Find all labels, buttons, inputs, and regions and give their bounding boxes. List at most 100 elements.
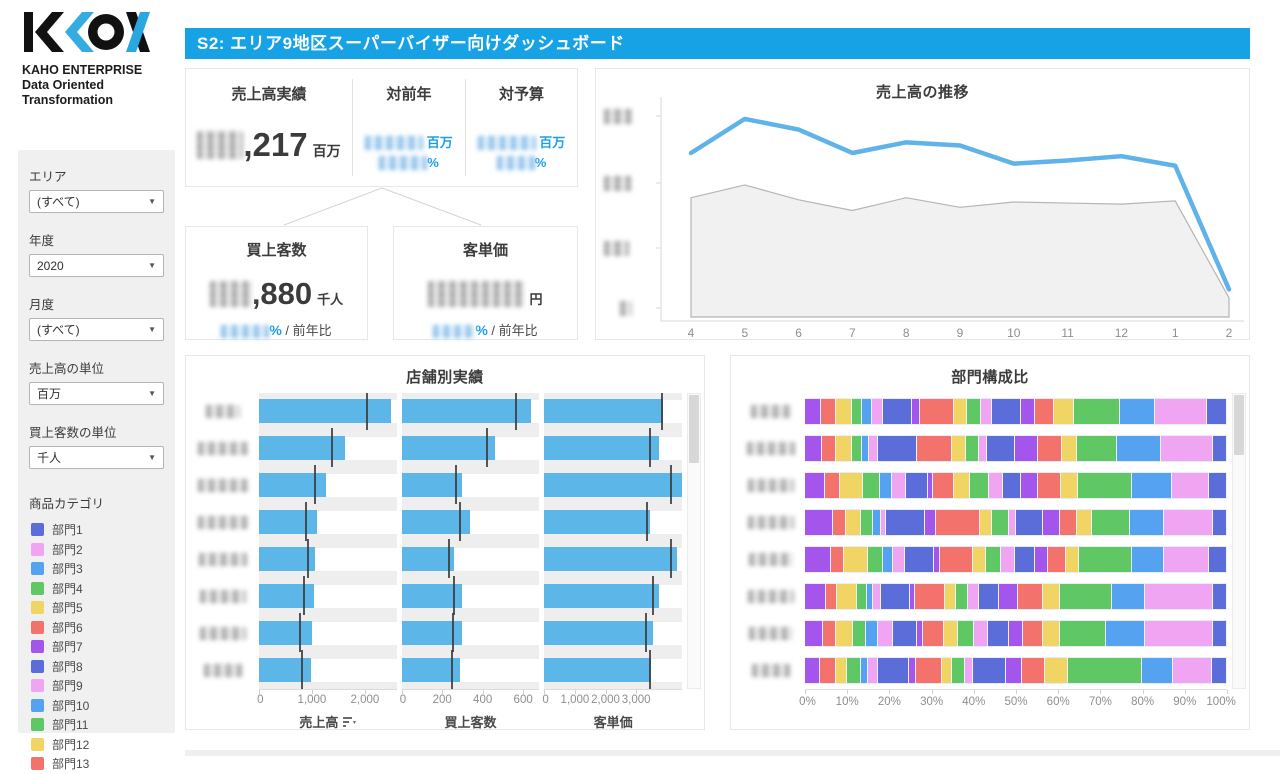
dept-segment-salmon[interactable]	[826, 583, 837, 610]
legend-item-dept4[interactable]: 部門4	[29, 579, 164, 599]
legend-item-dept6[interactable]: 部門6	[29, 618, 164, 638]
dept-segment-lightblue[interactable]	[880, 472, 892, 499]
dept-segment-purple[interactable]	[928, 472, 934, 499]
dept-segment-purple[interactable]	[1005, 657, 1022, 684]
dept-segment-purple[interactable]	[909, 657, 917, 684]
dept-segment-yellow[interactable]	[844, 546, 869, 573]
dept-segment-purple[interactable]	[1021, 398, 1035, 425]
dept-segment-green[interactable]	[846, 657, 861, 684]
store-scrollbar-thumb[interactable]	[689, 395, 699, 463]
dept-scrollbar-thumb[interactable]	[1234, 395, 1244, 455]
measure-bar[interactable]	[259, 547, 316, 571]
measure-bar[interactable]	[544, 621, 654, 645]
dept-segment-lightblue[interactable]	[1130, 509, 1164, 536]
dept-segment-yellow[interactable]	[1043, 620, 1060, 647]
dept-segment-pink[interactable]	[968, 583, 980, 610]
dept-segment-green[interactable]	[967, 398, 981, 425]
measure-bar[interactable]	[259, 621, 313, 645]
legend-item-dept7[interactable]: 部門7	[29, 637, 164, 657]
measure-bar[interactable]	[401, 473, 463, 497]
dept-segment-pink[interactable]	[881, 509, 886, 536]
legend-item-dept5[interactable]: 部門5	[29, 598, 164, 618]
filter-year-select[interactable]: 2020 ▼	[29, 254, 164, 277]
legend-item-dept8[interactable]: 部門8	[29, 657, 164, 677]
dept-segment-indigo[interactable]	[905, 546, 935, 573]
dept-segment-pink[interactable]	[964, 657, 974, 684]
dept-segment-pink[interactable]	[1164, 509, 1213, 536]
legend-item-dept11[interactable]: 部門11	[29, 715, 164, 735]
dept-segment-purple[interactable]	[934, 546, 941, 573]
legend-item-dept9[interactable]: 部門9	[29, 676, 164, 696]
dept-segment-green[interactable]	[992, 509, 1009, 536]
legend-item-dept2[interactable]: 部門2	[29, 540, 164, 560]
dept-segment-lightblue[interactable]	[866, 583, 873, 610]
dept-segment-indigo[interactable]	[1209, 472, 1227, 499]
dept-segment-purple[interactable]	[917, 620, 924, 647]
dept-segment-yellow[interactable]	[980, 509, 992, 536]
measure-bar[interactable]	[401, 584, 463, 608]
dept-segment-salmon[interactable]	[1023, 620, 1044, 647]
legend-item-dept12[interactable]: 部門12	[29, 735, 164, 755]
dept-chart-scrollbar[interactable]	[1232, 393, 1246, 689]
dept-segment-indigo[interactable]	[1213, 435, 1227, 462]
dept-segment-pink[interactable]	[1009, 509, 1016, 536]
dept-segment-salmon[interactable]	[1047, 546, 1066, 573]
dept-segment-indigo[interactable]	[1212, 620, 1227, 647]
dept-segment-salmon[interactable]	[1018, 583, 1043, 610]
dept-segment-pink[interactable]	[980, 398, 992, 425]
measure-bar[interactable]	[544, 510, 650, 534]
dept-segment-salmon[interactable]	[820, 398, 836, 425]
measure-bar[interactable]	[259, 658, 311, 682]
dept-segment-lightblue[interactable]	[1142, 657, 1174, 684]
dept-segment-purple[interactable]	[912, 398, 920, 425]
dept-segment-indigo[interactable]	[1213, 583, 1227, 610]
dept-segment-green[interactable]	[857, 583, 867, 610]
dept-segment-pink[interactable]	[1161, 435, 1214, 462]
sales-trend-plot[interactable]: 4 5 6 7 8 9 10 11 12 1 2	[596, 69, 1249, 339]
dept-segment-green[interactable]	[1059, 583, 1113, 610]
dept-segment-green[interactable]	[957, 620, 975, 647]
dept-segment-indigo[interactable]	[881, 583, 911, 610]
store-chart-scrollbar[interactable]	[687, 393, 701, 689]
dept-segment-green[interactable]	[868, 546, 884, 573]
dept-segment-salmon[interactable]	[1037, 472, 1062, 499]
dept-segment-salmon[interactable]	[940, 546, 974, 573]
measure-bar[interactable]	[401, 399, 532, 423]
dept-segment-salmon[interactable]	[833, 509, 846, 536]
dept-segment-green[interactable]	[1073, 398, 1121, 425]
dept-segment-indigo[interactable]	[1212, 657, 1227, 684]
measure-bar[interactable]	[259, 584, 315, 608]
dept-segment-purple[interactable]	[805, 620, 824, 647]
dept-segment-purple[interactable]	[1020, 472, 1038, 499]
dept-segment-lightblue[interactable]	[1131, 546, 1164, 573]
dept-segment-purple[interactable]	[999, 583, 1019, 610]
legend-item-dept13[interactable]: 部門13	[29, 754, 164, 774]
dept-segment-pink[interactable]	[893, 546, 906, 573]
dept-segment-pink[interactable]	[1155, 398, 1207, 425]
dept-segment-indigo[interactable]	[988, 620, 1009, 647]
measure-bar[interactable]	[401, 436, 495, 460]
filter-sales-unit-select[interactable]: 百万 ▼	[29, 382, 164, 405]
dept-segment-indigo[interactable]	[892, 620, 918, 647]
dept-segment-indigo[interactable]	[877, 657, 910, 684]
dept-segment-green[interactable]	[951, 657, 965, 684]
dept-segment-lightblue[interactable]	[1120, 398, 1156, 425]
dept-segment-yellow[interactable]	[1045, 657, 1068, 684]
dept-segment-purple[interactable]	[805, 472, 825, 499]
dept-segment-green[interactable]	[1078, 546, 1132, 573]
dept-segment-yellow[interactable]	[1054, 398, 1074, 425]
dept-segment-indigo[interactable]	[991, 398, 1022, 425]
filter-customers-unit-select[interactable]: 千人 ▼	[29, 446, 164, 469]
dept-segment-lightblue[interactable]	[873, 509, 881, 536]
dept-segment-green[interactable]	[970, 472, 989, 499]
dept-segment-lightblue[interactable]	[1132, 472, 1173, 499]
measure-bar[interactable]	[259, 510, 318, 534]
dept-segment-purple[interactable]	[805, 583, 827, 610]
measure-bar[interactable]	[401, 547, 455, 571]
dept-segment-green[interactable]	[1067, 657, 1143, 684]
measure-bar[interactable]	[401, 510, 470, 534]
dept-segment-indigo[interactable]	[1003, 472, 1021, 499]
dept-segment-salmon[interactable]	[831, 546, 845, 573]
measure-bar[interactable]	[259, 399, 391, 423]
dept-segment-yellow[interactable]	[942, 657, 952, 684]
